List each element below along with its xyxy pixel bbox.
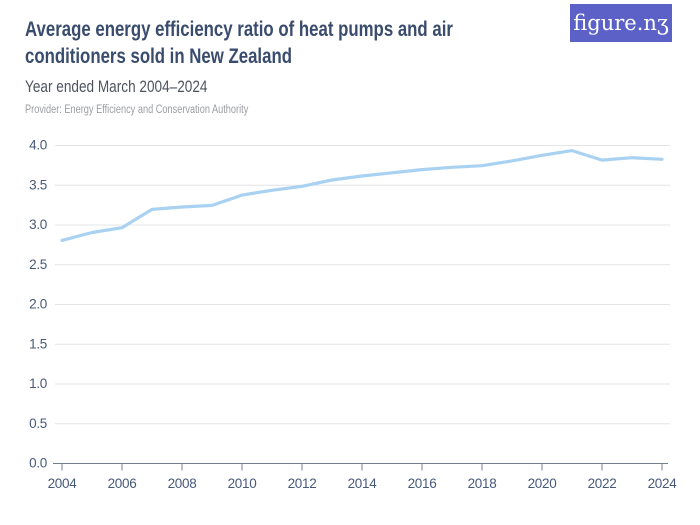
page-title-line-1: Average energy efficiency ratio of heat … [25, 18, 453, 41]
y-axis-tick-label: 1.5 [29, 336, 47, 351]
chart-subtitle: Year ended March 2004–2024 [25, 77, 253, 97]
chart-provider: Provider: Energy Efficiency and Conserva… [25, 104, 304, 116]
x-axis-tick-label: 2008 [168, 476, 197, 491]
page-title: Average energy efficiency ratio of heat … [25, 16, 560, 70]
trend-line [60, 149, 664, 242]
x-axis-tick-label: 2010 [228, 476, 257, 491]
x-axis-tick-label: 2018 [468, 476, 497, 491]
figure-nz-logo[interactable]: figure.nʒ [570, 4, 672, 42]
chart-provider-text: Provider: Energy Efficiency and Conserva… [25, 104, 249, 116]
y-axis-tick-label: 3.0 [29, 217, 47, 232]
x-axis-tick-label: 2012 [288, 476, 317, 491]
x-axis-tick-label: 2024 [648, 476, 678, 491]
y-axis-tick-label: 1.0 [29, 376, 47, 391]
x-axis-tick-label: 2016 [408, 476, 437, 491]
y-axis-tick-label: 4.0 [29, 138, 47, 153]
figure-nz-logo-text: figure.nʒ [573, 11, 669, 35]
chart-subtitle-text: Year ended March 2004–2024 [25, 77, 208, 96]
y-axis-tick-label: 2.5 [29, 257, 47, 272]
x-axis-tick-label: 2004 [48, 476, 78, 491]
x-axis-tick-label: 2014 [348, 476, 378, 491]
y-axis-tick-label: 0.5 [29, 416, 47, 431]
y-axis-tick-label: 3.5 [29, 177, 47, 192]
x-axis-tick-label: 2006 [108, 476, 137, 491]
page-title-line-2: conditioners sold in New Zealand [25, 45, 292, 68]
y-axis-tick-label: 0.0 [29, 456, 47, 471]
x-axis-tick-label: 2020 [528, 476, 557, 491]
y-axis-tick-label: 2.0 [29, 297, 47, 312]
x-axis-tick-label: 2022 [588, 476, 617, 491]
